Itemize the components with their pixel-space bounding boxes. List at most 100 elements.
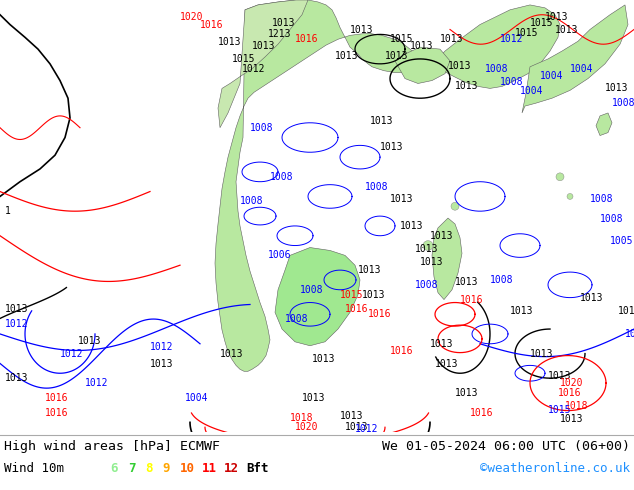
Text: Wind 10m: Wind 10m xyxy=(4,462,64,475)
Text: 1013: 1013 xyxy=(448,61,472,71)
Polygon shape xyxy=(432,218,462,299)
Text: 1015: 1015 xyxy=(390,34,413,45)
Text: 1020: 1020 xyxy=(560,378,583,388)
Text: 1004: 1004 xyxy=(540,71,564,81)
Polygon shape xyxy=(218,0,308,128)
Text: 1013: 1013 xyxy=(618,306,634,317)
Text: 1016: 1016 xyxy=(45,393,68,403)
Text: 1013: 1013 xyxy=(312,354,335,364)
Text: 1013: 1013 xyxy=(370,116,394,126)
Circle shape xyxy=(423,241,433,250)
Text: 1006: 1006 xyxy=(268,250,292,261)
Text: 1013: 1013 xyxy=(455,277,479,287)
Text: 1013: 1013 xyxy=(555,24,578,35)
Text: 1013: 1013 xyxy=(345,422,368,432)
Text: 1008: 1008 xyxy=(285,314,309,324)
Polygon shape xyxy=(215,0,420,371)
Text: 1013: 1013 xyxy=(455,80,479,91)
Text: 1008: 1008 xyxy=(612,98,634,108)
Text: 1016: 1016 xyxy=(200,20,224,29)
Text: 1016: 1016 xyxy=(45,408,68,417)
Text: 1213: 1213 xyxy=(268,29,292,40)
Text: 1016: 1016 xyxy=(368,309,392,319)
Text: 1013: 1013 xyxy=(362,290,385,300)
Text: 1013: 1013 xyxy=(560,415,583,424)
Text: 1012: 1012 xyxy=(242,64,266,74)
Text: 1008: 1008 xyxy=(490,275,514,285)
Text: 1012: 1012 xyxy=(85,378,108,388)
Text: 1013: 1013 xyxy=(545,12,569,22)
Text: 1013: 1013 xyxy=(350,24,373,35)
Text: 1012: 1012 xyxy=(625,329,634,339)
Text: 1013: 1013 xyxy=(548,371,571,381)
Text: 1016: 1016 xyxy=(345,304,368,315)
Polygon shape xyxy=(522,5,628,113)
Text: 1008: 1008 xyxy=(500,76,524,87)
Polygon shape xyxy=(275,247,360,346)
Text: ©weatheronline.co.uk: ©weatheronline.co.uk xyxy=(480,462,630,475)
Text: 1008: 1008 xyxy=(300,285,323,295)
Text: 1013: 1013 xyxy=(400,221,424,231)
Text: 1008: 1008 xyxy=(415,280,439,290)
Text: 1015: 1015 xyxy=(340,290,363,300)
Text: 1013: 1013 xyxy=(510,306,533,317)
Text: 1004: 1004 xyxy=(570,64,593,74)
Text: 1013: 1013 xyxy=(455,388,479,398)
Text: 1016: 1016 xyxy=(558,388,581,398)
Text: 1013: 1013 xyxy=(5,373,29,383)
Text: 1013: 1013 xyxy=(252,41,276,51)
Text: 1015: 1015 xyxy=(515,27,538,38)
Text: 8: 8 xyxy=(145,462,153,475)
Text: 1005: 1005 xyxy=(610,236,633,245)
Circle shape xyxy=(556,173,564,181)
Text: 1013: 1013 xyxy=(358,265,382,275)
Text: 1004: 1004 xyxy=(185,393,209,403)
Text: 1020: 1020 xyxy=(180,12,204,22)
Text: 1016: 1016 xyxy=(295,34,318,45)
Text: 1013: 1013 xyxy=(380,143,403,152)
Text: 1008: 1008 xyxy=(250,123,273,133)
Text: 1018: 1018 xyxy=(565,401,588,411)
Text: 1013: 1013 xyxy=(220,349,243,359)
Circle shape xyxy=(451,202,459,210)
Polygon shape xyxy=(596,113,612,136)
Text: 1013: 1013 xyxy=(430,231,453,241)
Text: 1015: 1015 xyxy=(530,18,553,27)
Text: 6: 6 xyxy=(110,462,117,475)
Text: 9: 9 xyxy=(162,462,169,475)
Text: 1012: 1012 xyxy=(5,319,29,329)
Text: 1008: 1008 xyxy=(270,172,294,182)
Text: 1013: 1013 xyxy=(605,83,628,94)
Text: 1013: 1013 xyxy=(272,18,295,27)
Text: 1015: 1015 xyxy=(548,405,571,415)
Text: 1013: 1013 xyxy=(302,393,325,403)
Text: 1013: 1013 xyxy=(5,304,29,315)
Text: 1013: 1013 xyxy=(335,51,358,61)
Text: 1004: 1004 xyxy=(520,86,543,97)
Text: 1008: 1008 xyxy=(600,214,623,224)
Text: 1013: 1013 xyxy=(78,336,101,346)
Text: 7: 7 xyxy=(128,462,136,475)
Text: 1013: 1013 xyxy=(218,37,242,48)
Text: 1013: 1013 xyxy=(420,257,444,268)
Text: 1015: 1015 xyxy=(232,54,256,64)
Text: 1020: 1020 xyxy=(295,422,318,432)
Text: Bft: Bft xyxy=(246,462,269,475)
Text: 1013: 1013 xyxy=(430,339,453,349)
Text: 1013: 1013 xyxy=(580,293,604,303)
Text: 1018: 1018 xyxy=(290,413,313,422)
Text: 1012: 1012 xyxy=(500,34,524,45)
Text: 11: 11 xyxy=(202,462,217,475)
Text: 1013: 1013 xyxy=(415,244,439,254)
Text: 1013: 1013 xyxy=(340,411,363,420)
Circle shape xyxy=(567,194,573,199)
Text: 1008: 1008 xyxy=(590,195,614,204)
Text: 1013: 1013 xyxy=(410,41,434,51)
Polygon shape xyxy=(428,5,560,88)
Text: 1013: 1013 xyxy=(440,34,463,45)
Polygon shape xyxy=(395,47,450,83)
Text: 1008: 1008 xyxy=(485,64,508,74)
Text: 10: 10 xyxy=(180,462,195,475)
Text: 1016: 1016 xyxy=(390,346,413,356)
Text: 1016: 1016 xyxy=(470,408,493,417)
